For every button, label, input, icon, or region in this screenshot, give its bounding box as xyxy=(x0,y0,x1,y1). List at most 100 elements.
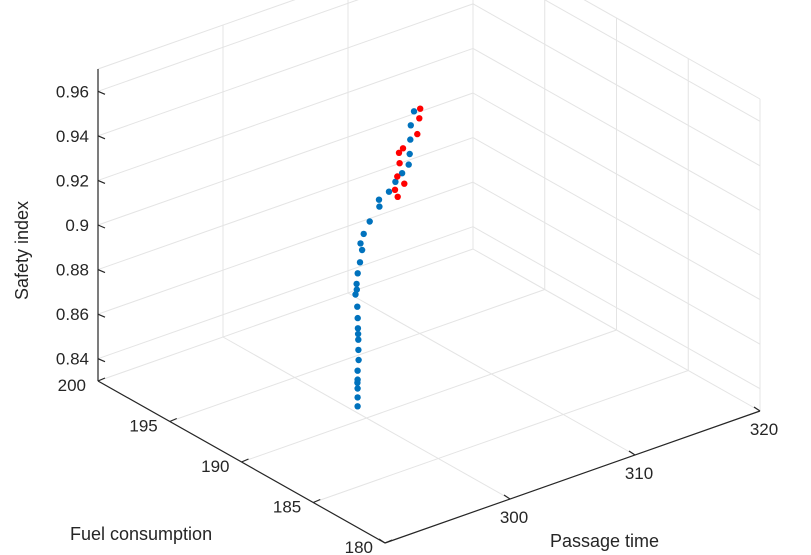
data-point-blue xyxy=(354,403,361,410)
grid-line xyxy=(472,92,761,256)
data-point-blue xyxy=(354,314,361,322)
z-tick-label: 0.96 xyxy=(56,82,89,101)
data-point-red xyxy=(391,186,399,193)
data-point-blue xyxy=(353,286,360,293)
data-point-red xyxy=(394,173,401,180)
grid-line xyxy=(97,226,474,360)
z-tick-mark xyxy=(97,313,106,318)
data-point-blue xyxy=(354,303,361,310)
x-tick-label: 310 xyxy=(625,464,653,483)
grid-line xyxy=(97,181,474,315)
x-tick-mark xyxy=(378,538,386,544)
data-point-blue xyxy=(354,394,361,401)
data-point-red xyxy=(416,115,423,122)
z-tick-mark xyxy=(97,269,106,274)
z-tick-mark xyxy=(97,358,106,363)
grid-line xyxy=(241,329,617,463)
z-tick-mark xyxy=(97,179,106,184)
data-point-blue xyxy=(360,230,367,238)
data-point-blue xyxy=(356,259,364,266)
grid-line xyxy=(544,0,761,122)
x-axis-line xyxy=(384,410,761,544)
data-point-blue xyxy=(352,291,359,298)
x-axis-label: Passage time xyxy=(550,531,659,551)
data-point-blue xyxy=(358,246,366,254)
y-tick-label: 195 xyxy=(129,417,157,436)
data-point-blue xyxy=(355,346,362,354)
grid-line xyxy=(97,92,474,226)
z-axis-label: Safety index xyxy=(12,201,32,300)
grid-line xyxy=(97,47,474,181)
axis-labels: Passage time Fuel consumption Safety ind… xyxy=(12,201,659,551)
grid-line xyxy=(97,0,359,92)
x-tick-label: 320 xyxy=(750,420,778,439)
y-tick-mark xyxy=(384,539,393,544)
data-point-blue xyxy=(398,170,406,177)
y-axis-label: Fuel consumption xyxy=(70,524,212,544)
data-point-blue xyxy=(406,150,413,158)
y-tick-label: 180 xyxy=(345,538,373,555)
z-tick-mark xyxy=(97,224,106,229)
x-tick-mark xyxy=(628,450,636,456)
data-point-red xyxy=(396,160,403,167)
data-point-blue xyxy=(375,196,383,203)
data-point-red xyxy=(399,145,407,152)
z-tick-label: 0.86 xyxy=(56,305,89,324)
data-point-blue xyxy=(407,122,414,129)
z-tick-label: 0.84 xyxy=(56,350,89,369)
data-points xyxy=(352,105,424,410)
data-point-red xyxy=(401,180,408,187)
z-tick-label: 0.92 xyxy=(56,171,89,190)
y-tick-label: 200 xyxy=(58,376,86,395)
grid-line xyxy=(97,0,296,70)
grid-line xyxy=(583,0,761,100)
data-point-blue xyxy=(354,330,362,338)
grid-line xyxy=(472,137,761,301)
x-tick-mark xyxy=(503,494,511,500)
y-tick-mark xyxy=(97,377,106,382)
tick-labels: 290 300 310 320 180 185 190 195 200 0.84 0.86 0.88 0… xyxy=(56,82,778,555)
grid-line xyxy=(472,47,761,211)
data-point-blue xyxy=(376,203,383,210)
data-point-blue xyxy=(354,325,362,332)
grid-line xyxy=(472,226,761,390)
data-point-blue xyxy=(366,218,373,225)
data-point-blue xyxy=(354,270,361,277)
data-point-blue xyxy=(354,379,361,386)
z-tick-mark xyxy=(97,90,106,95)
axis-frame xyxy=(97,69,761,544)
z-tick-label: 0.9 xyxy=(65,216,89,235)
y-tick-mark xyxy=(169,417,177,423)
z-tick-label: 0.88 xyxy=(56,261,89,280)
grid-line xyxy=(97,137,474,271)
y-tick-mark xyxy=(313,498,321,504)
x-tick-mark xyxy=(753,406,761,412)
data-point-red xyxy=(414,130,421,138)
data-point-blue xyxy=(354,385,361,392)
grid-line xyxy=(97,248,474,382)
x-tick-label: 290 xyxy=(375,552,403,555)
y-tick-mark xyxy=(241,458,249,463)
x-tick-label: 300 xyxy=(500,508,528,527)
data-point-blue xyxy=(407,136,414,143)
data-point-blue xyxy=(355,356,362,364)
grid-line xyxy=(313,370,689,503)
data-point-blue xyxy=(410,108,418,115)
grid-lines xyxy=(97,0,761,544)
data-point-blue xyxy=(405,161,412,168)
data-point-blue xyxy=(353,280,360,288)
z-tick-label: 0.94 xyxy=(56,127,89,146)
data-point-red xyxy=(394,193,401,200)
data-point-blue xyxy=(385,188,393,195)
data-point-red xyxy=(417,105,424,112)
y-tick-label: 185 xyxy=(273,498,301,517)
data-point-blue xyxy=(357,240,364,247)
grid-line xyxy=(472,3,761,167)
grid-line xyxy=(472,181,761,345)
data-point-blue xyxy=(354,367,361,374)
y-tick-label: 190 xyxy=(201,457,229,476)
data-point-blue xyxy=(392,178,399,185)
grid-line xyxy=(169,289,545,422)
z-tick-mark xyxy=(97,135,106,140)
